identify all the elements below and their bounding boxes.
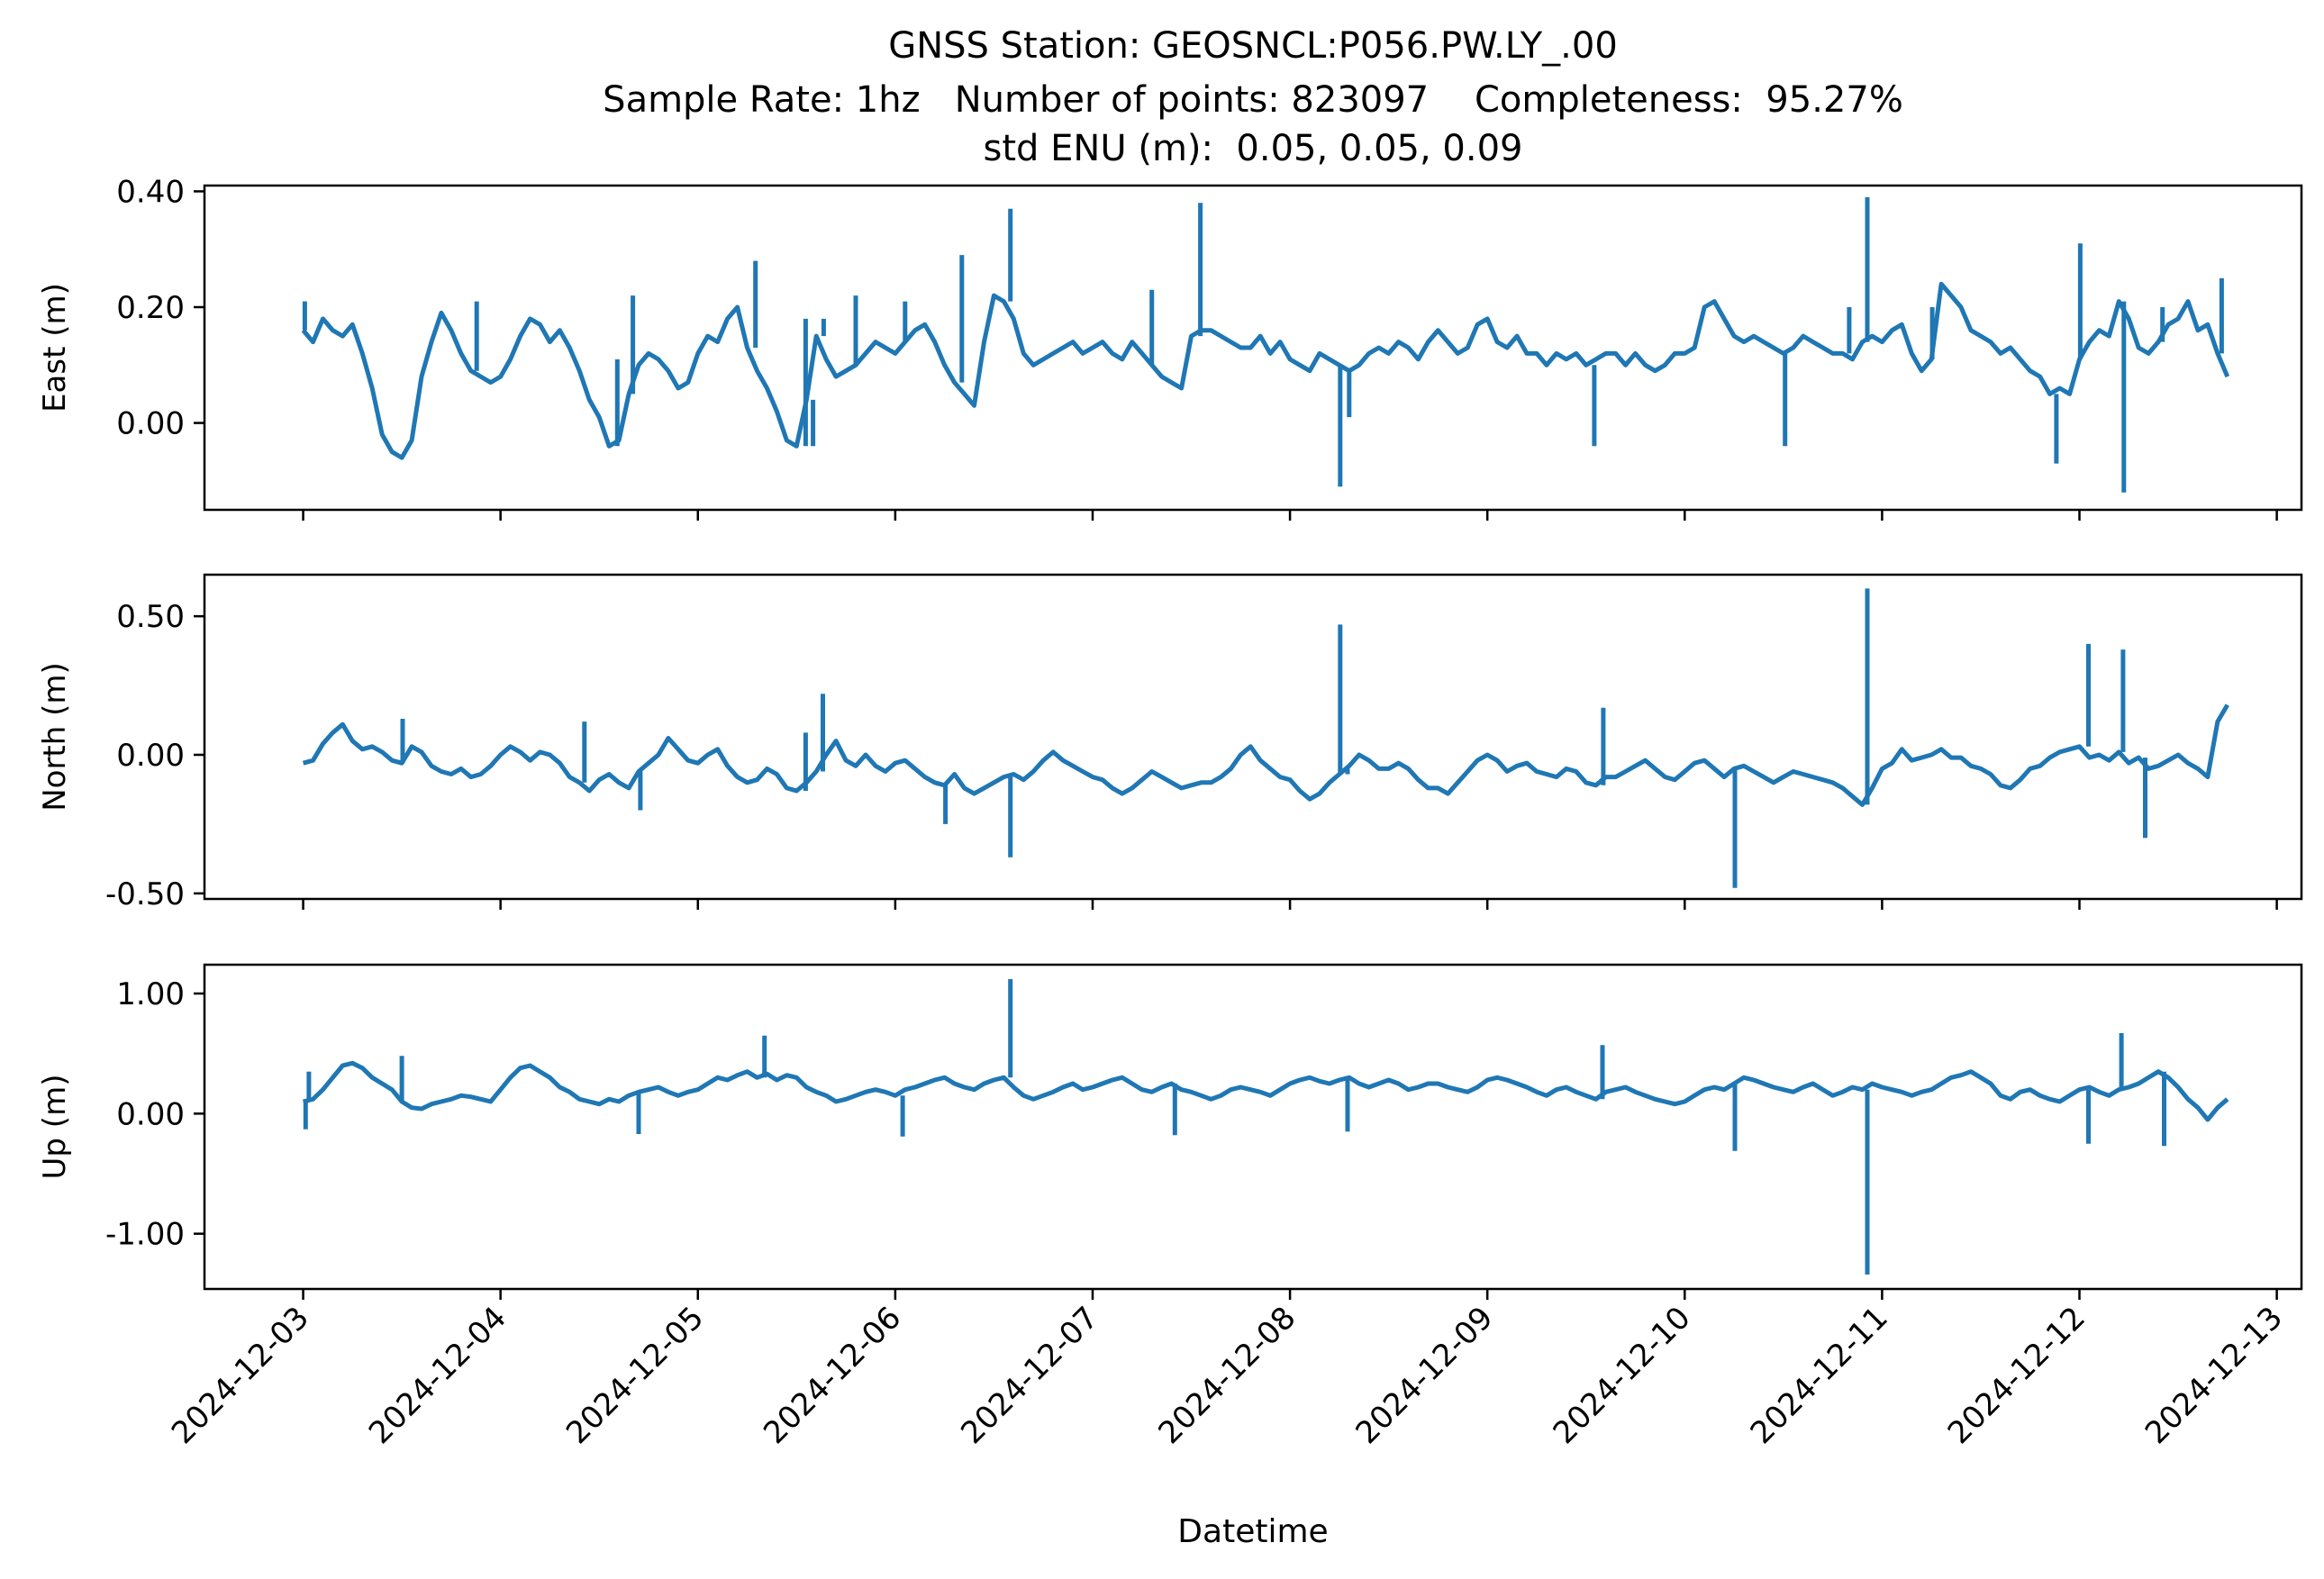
figure-title-line-3: std ENU (m): 0.05, 0.05, 0.09 — [984, 128, 1523, 169]
y-tick-label-1-1: 0.00 — [116, 406, 185, 442]
axes-frame-3 — [203, 963, 2303, 1291]
y-axis-label-1: East (m) — [37, 283, 73, 413]
y-tick-label-3-3: 1.00 — [116, 976, 185, 1012]
y-tick-label-3-1: -1.00 — [105, 1217, 185, 1253]
figure-title-line-2: Sample Rate: 1hz Number of points: 82309… — [603, 79, 1903, 121]
y-axis-label-2: North (m) — [37, 662, 73, 812]
y-tick-label-2-2: 0.00 — [116, 738, 185, 774]
series-line-3 — [302, 1060, 2229, 1122]
y-tick-label-3-2: 0.00 — [116, 1096, 185, 1132]
panel-1: 0.00 0.20 0.40 East (m) — [37, 174, 2303, 521]
y-axis-label-3: Up (m) — [37, 1075, 73, 1180]
figure-title-line-1: GNSS Station: GEOSNCL:P056.PW.LY_.00 — [888, 25, 1618, 67]
series-line-2 — [302, 703, 2229, 807]
axes-frame-1 — [203, 184, 2303, 512]
y-tick-label-2-3: 0.50 — [116, 599, 185, 635]
panel-3: -1.00 0.00 1.00 Up (m) — [37, 963, 2303, 1300]
axes-frame-2 — [203, 573, 2303, 901]
series-line-1 — [301, 281, 2230, 460]
y-tick-label-1-2: 0.20 — [116, 290, 185, 326]
x-axis-label: Datetime — [1177, 1513, 1328, 1550]
panel-2: -0.50 0.00 0.50 North (m) — [37, 573, 2303, 912]
y-tick-label-1-3: 0.40 — [116, 174, 185, 210]
y-tick-label-2-1: -0.50 — [105, 876, 185, 912]
